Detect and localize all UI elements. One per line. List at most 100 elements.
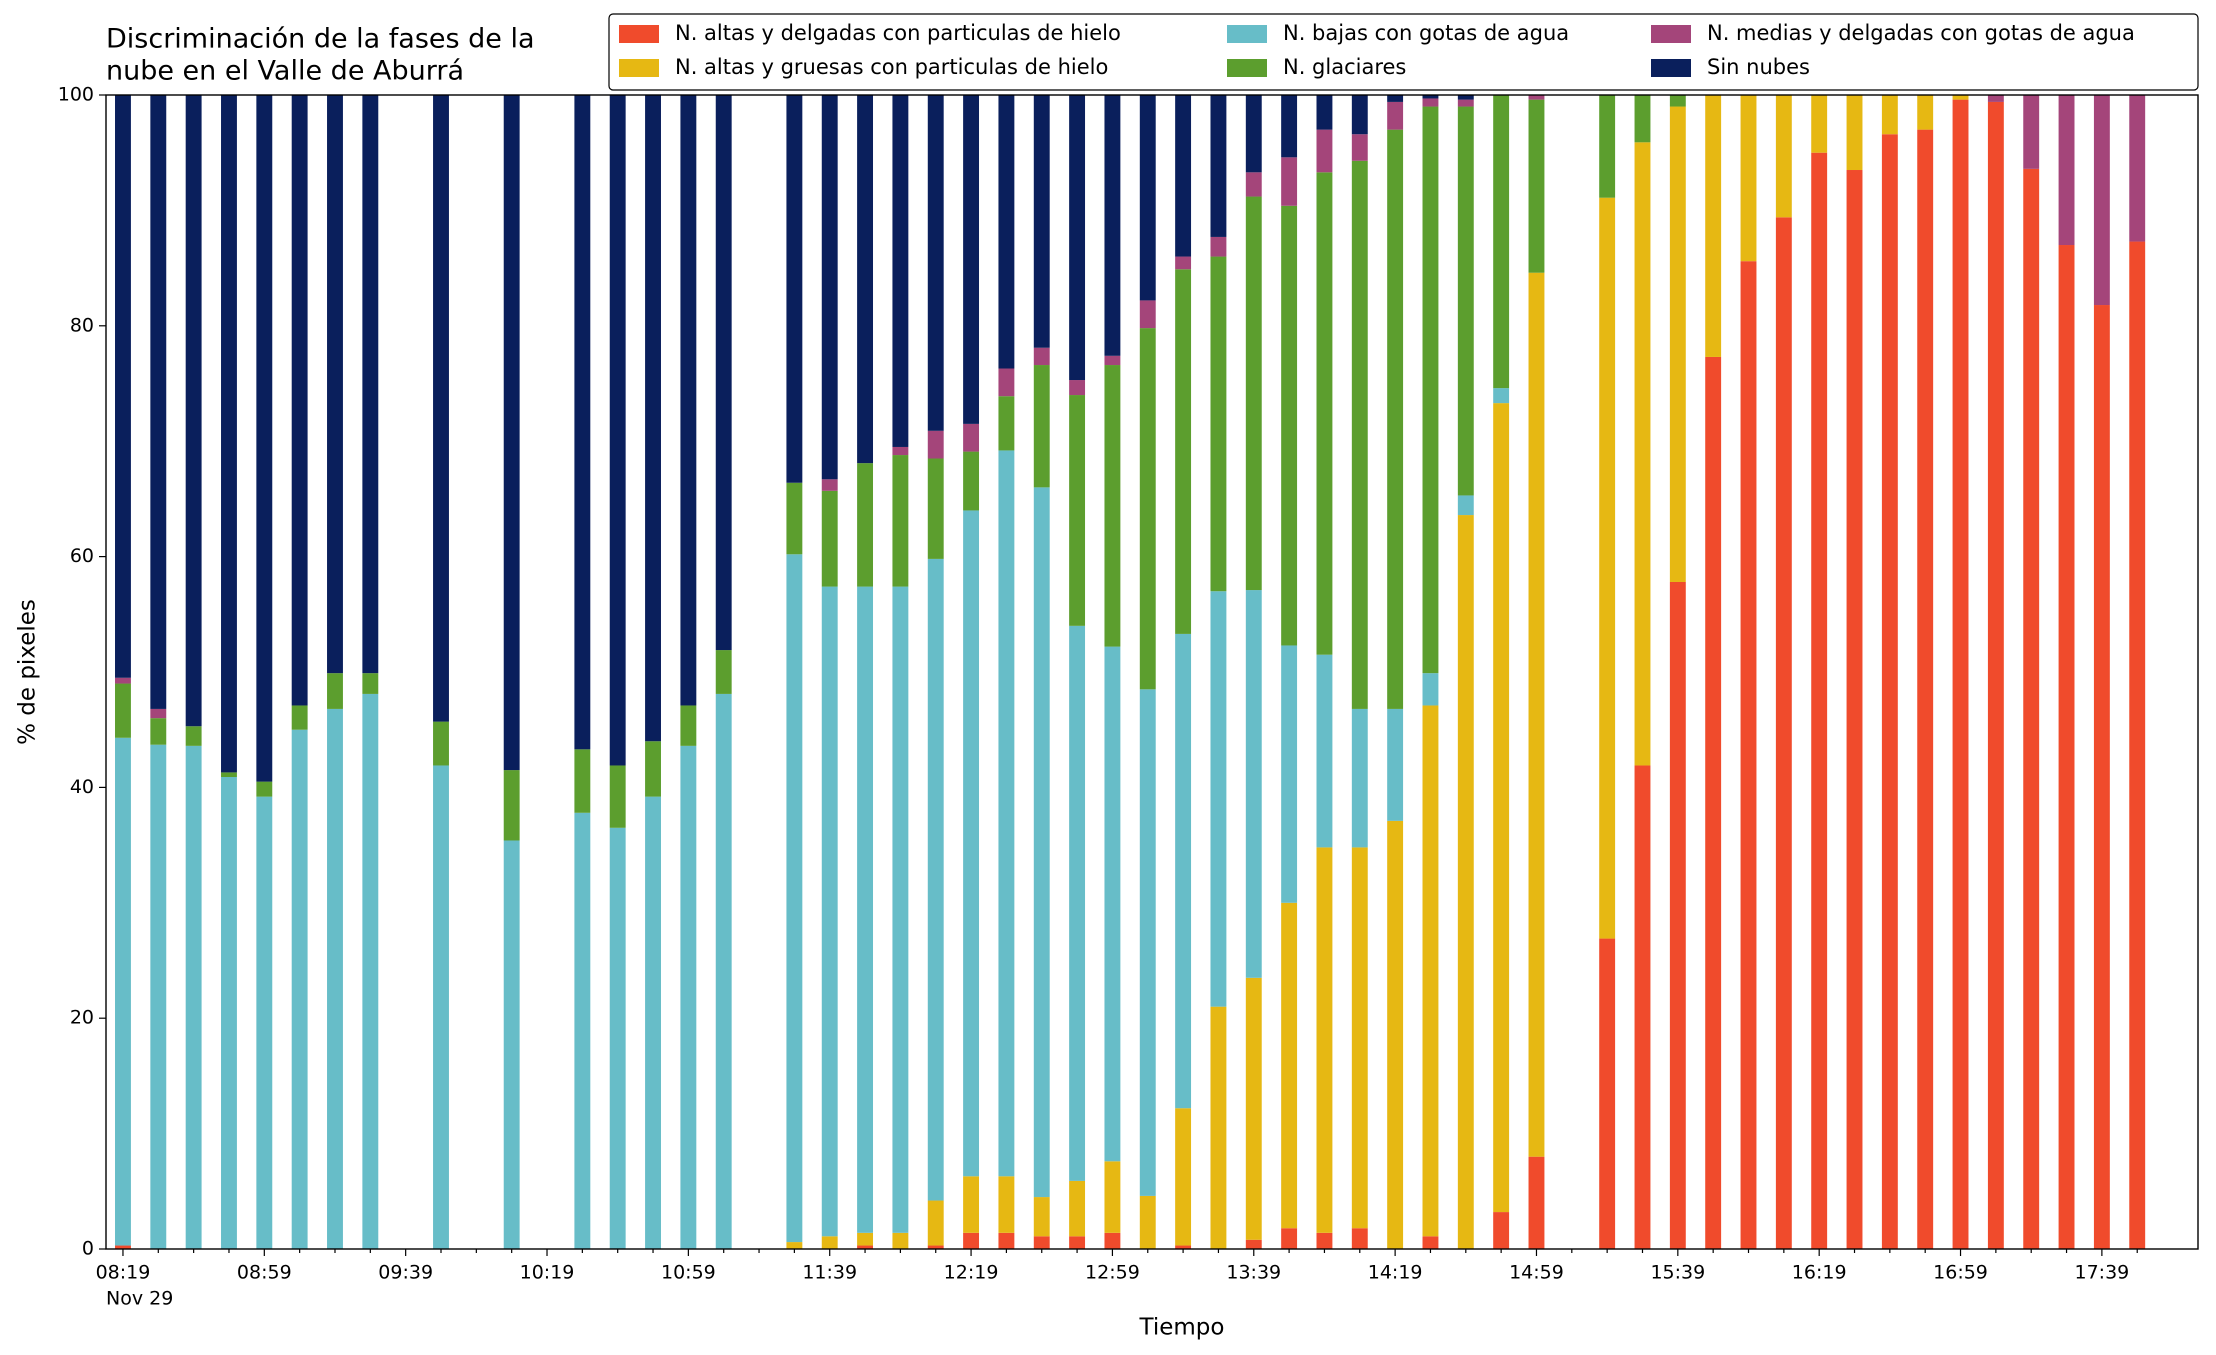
- bar-segment: [963, 1176, 980, 1233]
- bar-segment: [821, 95, 838, 480]
- bar-segment: [1528, 1156, 1545, 1249]
- bar-segment: [221, 95, 237, 773]
- bar-segment: [1316, 654, 1333, 848]
- bar-segment: [1422, 98, 1439, 107]
- bar-segment: [1599, 95, 1616, 198]
- bar-segment: [786, 482, 803, 555]
- bar-segment: [2129, 241, 2146, 1250]
- legend-label: N. altas y gruesas con particulas de hie…: [675, 55, 1108, 79]
- bar-segment: [2023, 168, 2040, 1250]
- bar-segment: [1351, 95, 1368, 135]
- bar-segment: [609, 765, 626, 828]
- bar-segment: [1457, 495, 1474, 516]
- bar-segment: [2023, 95, 2040, 169]
- bar-segment: [927, 430, 944, 459]
- bar-segment: [1634, 95, 1651, 143]
- x-tick-label: 12:19: [944, 1262, 999, 1284]
- bar-segment: [1281, 205, 1298, 646]
- bar-segment: [1139, 1195, 1156, 1249]
- bar-segment: [1952, 99, 1969, 1250]
- bar-segment: [1528, 95, 1545, 100]
- bar-segment: [998, 95, 1015, 369]
- bar-segment: [1422, 106, 1439, 674]
- bar-segment: [433, 721, 449, 766]
- y-axis-label: % de pixeles: [15, 599, 41, 745]
- bar-segment: [1987, 101, 2004, 1250]
- bar-segment: [291, 705, 308, 730]
- bar-segment: [1139, 689, 1156, 1196]
- bar-segment: [1245, 172, 1262, 197]
- bar-segment: [150, 95, 167, 709]
- bar-segment: [256, 781, 273, 797]
- bar-segment: [1669, 581, 1686, 1249]
- legend-swatch: [1651, 59, 1691, 77]
- bar-segment: [115, 95, 131, 678]
- x-tick-label: 14:19: [1368, 1262, 1423, 1284]
- bar-segment: [786, 95, 803, 483]
- y-tick-label: 0: [82, 1238, 94, 1260]
- bar-segment: [327, 673, 343, 709]
- bar-segment: [892, 586, 909, 1233]
- bar-segment: [433, 95, 449, 722]
- bar-segment: [892, 95, 909, 447]
- bar-segment: [2058, 245, 2075, 1249]
- bar-segment: [150, 708, 167, 719]
- bar-segment: [1705, 356, 1722, 1249]
- bar-segment: [185, 726, 202, 746]
- bar-segment: [1104, 95, 1121, 356]
- bar-segment: [1705, 95, 1722, 357]
- x-tick-label: 08:19: [96, 1262, 151, 1284]
- bar-segment: [256, 796, 273, 1249]
- x-tick-label: 13:39: [1226, 1262, 1281, 1284]
- bar-segment: [645, 741, 661, 797]
- bar-segment: [1245, 95, 1262, 173]
- legend-frame: [608, 13, 2199, 91]
- bar-segment: [1210, 236, 1227, 257]
- legend-swatch: [619, 25, 659, 43]
- x-tick-label: 16:19: [1792, 1262, 1847, 1284]
- bar-segment: [1316, 129, 1333, 173]
- bar-segment: [1316, 1232, 1333, 1249]
- bar-segment: [1033, 1236, 1050, 1249]
- bar-segment: [927, 558, 944, 1201]
- bar-segment: [362, 673, 379, 694]
- bar-segment: [1387, 101, 1404, 130]
- x-tick-label: 10:59: [661, 1262, 716, 1284]
- bar-segment: [1033, 365, 1050, 488]
- bar-segment: [1846, 170, 1863, 1249]
- bar-segment: [927, 458, 944, 559]
- bar-segment: [1669, 106, 1686, 582]
- bar-segment: [645, 95, 661, 742]
- bar-segment: [1917, 95, 1934, 130]
- bar-segment: [609, 827, 626, 1249]
- bar-segment: [927, 1200, 944, 1246]
- bar-segment: [1210, 256, 1227, 592]
- bar-segment: [1351, 160, 1368, 709]
- bar-segment: [786, 554, 803, 1243]
- chart-title: Discriminación de la fases de la: [106, 24, 535, 55]
- bar-segment: [1069, 1236, 1086, 1249]
- bar-segment: [574, 812, 591, 1249]
- bar-segment: [963, 95, 980, 424]
- bar-segment: [1952, 95, 1969, 100]
- bar-segment: [1033, 95, 1050, 348]
- bar-segment: [1210, 591, 1227, 1007]
- bar-segment: [1528, 272, 1545, 1157]
- legend-swatch: [1651, 25, 1691, 43]
- bar-segment: [185, 95, 202, 727]
- x-tick-label: 14:59: [1509, 1262, 1564, 1284]
- x-date-label: Nov 29: [106, 1288, 173, 1310]
- bar-segment: [1175, 1245, 1192, 1249]
- bar-segment: [2058, 95, 2075, 246]
- bar-segment: [2093, 95, 2110, 306]
- bar-segment: [1457, 99, 1474, 107]
- bar-segment: [927, 1245, 944, 1249]
- bar-segment: [963, 510, 980, 1177]
- bar-segment: [1493, 388, 1510, 404]
- bar-segment: [433, 765, 449, 1249]
- bar-segment: [150, 718, 167, 745]
- bar-segment: [327, 95, 343, 674]
- bar-segment: [1245, 590, 1262, 978]
- bar-segment: [998, 396, 1015, 451]
